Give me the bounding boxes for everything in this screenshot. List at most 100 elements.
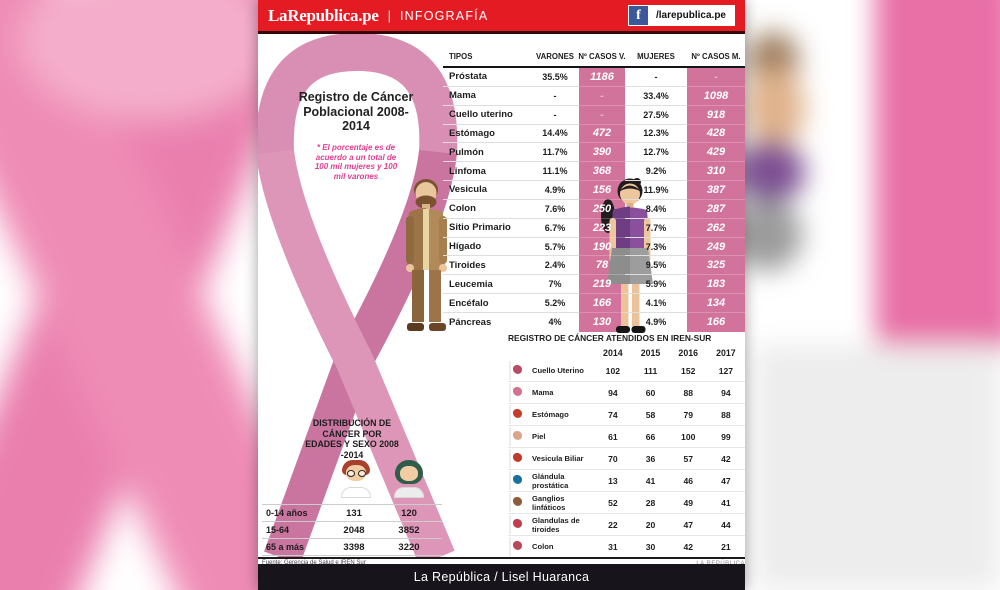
- casos-varones-cell: -: [579, 106, 625, 125]
- casos-varones-cell: 368: [579, 162, 625, 182]
- varones-count-cell: 2048: [343, 524, 365, 536]
- mujeres-count-cell: 3220: [398, 541, 420, 553]
- varones-pct-cell: 5.2%: [531, 294, 579, 313]
- year-value-cell: 88: [683, 387, 693, 398]
- casos-varones-cell: 190: [579, 238, 625, 257]
- mujeres-pct-cell: 9.2%: [625, 162, 687, 182]
- year-value-cell: 111: [643, 365, 658, 376]
- varones-pct-cell: 2.4%: [531, 256, 579, 276]
- iren-sur-body: Cuello Uterino 102 111 152 127 Mama 94 60 88 94 Es…: [508, 360, 745, 558]
- age-distribution-table: DISTRIBUCIÓN DE CÁNCER POR EDADES Y SEXO…: [262, 418, 442, 566]
- age-range-cell: 15-64: [266, 525, 290, 536]
- varones-pct-cell: 14.4%: [531, 125, 579, 144]
- casos-mujeres-cell: 310: [687, 162, 745, 182]
- table-row: Hígado 5.7% 190 7.3% 249: [443, 238, 745, 257]
- icon-cell: [508, 384, 532, 402]
- icon-cell: [508, 538, 532, 556]
- mujeres-pct-cell: 8.4%: [625, 200, 687, 219]
- table-row: Colon 7.6% 250 8.4% 287: [443, 200, 745, 219]
- casos-varones-cell: 219: [579, 275, 625, 295]
- casos-varones-cell: 130: [592, 316, 612, 329]
- column-header: Nº CASOS V.: [578, 51, 626, 61]
- source-note: Fuente: Gerencia de Salud e IREN Sur: [262, 560, 442, 566]
- woman-figure-blur-graphic: [745, 0, 1000, 590]
- age-range-cell: 65 a más: [266, 542, 305, 553]
- varones-pct-cell: 11.7%: [531, 143, 579, 163]
- cancer-type-cell: Colon: [443, 200, 531, 219]
- cancer-site-cell: Cuello Uterino: [532, 366, 584, 375]
- year-value-cell: 102: [605, 365, 621, 376]
- population-registry-table: TIPOS VARONES Nº CASOS V. MUJERES Nº CASOS M…: [443, 46, 745, 332]
- table-row: Estómago 14.4% 472 12.3% 428: [443, 125, 745, 144]
- year-value-cell: 70: [608, 453, 618, 464]
- table-row: 15-64 2048 3852: [262, 522, 442, 540]
- cancer-type-cell: Linfoma: [443, 162, 531, 182]
- year-value-cell: 41: [721, 497, 731, 508]
- year-value-cell: 44: [721, 519, 731, 530]
- age-range-cell: 0-14 años: [266, 508, 308, 519]
- mujeres-pct-cell: 27.5%: [625, 106, 687, 125]
- year-value-cell: 42: [721, 453, 731, 464]
- year-value-cell: 61: [608, 431, 618, 442]
- cancer-site-cell: Vesicula Biliar: [532, 454, 584, 463]
- varones-pct-cell: -: [531, 87, 579, 106]
- table-row: Glándula prostática 13 41 46 47: [508, 470, 745, 492]
- casos-mujeres-cell: -: [687, 68, 745, 87]
- colon-icon-detail: [513, 540, 522, 550]
- table-row: Ganglios linfáticos 52 28 49 41: [508, 492, 745, 514]
- column-header: TIPOS: [449, 51, 473, 61]
- age-distribution-icons: [262, 460, 442, 502]
- varones-pct-cell: -: [531, 106, 579, 125]
- varones-pct-cell: 6.7%: [531, 219, 579, 238]
- casos-varones-cell: 250: [579, 200, 625, 219]
- year-value-cell: 127: [718, 365, 734, 376]
- cancer-type-cell: Estómago: [443, 125, 531, 144]
- iren-sur-table: REGISTRO DE CÁNCER ATENDIDOS EN IREN-SUR…: [508, 333, 745, 567]
- year-value-cell: 42: [683, 541, 693, 552]
- population-table-body: Próstata 35.5% 1186- - Mama - -33.4% 1098 Cuello…: [443, 68, 745, 332]
- year-value-cell: 58: [645, 409, 656, 420]
- varones-count-cell: 131: [346, 507, 362, 519]
- gallbladder-icon-detail: [513, 452, 522, 462]
- cancer-type-cell: Leucemia: [443, 275, 531, 295]
- casos-mujeres-cell: 249: [687, 238, 745, 257]
- year-value-cell: 99: [721, 431, 731, 442]
- casos-varones-cell: 223: [579, 219, 625, 238]
- varones-pct-cell: 7%: [531, 275, 579, 295]
- year-value-cell: 46: [683, 475, 693, 486]
- casos-mujeres-cell: 262: [687, 219, 745, 238]
- varones-pct-cell: 11.1%: [531, 162, 579, 182]
- year-value-cell: 47: [721, 475, 731, 486]
- table-row: Sitio Primario 6.7% 223 7.7% 262: [443, 219, 745, 238]
- cancer-type-cell: Páncreas: [449, 316, 492, 328]
- mujeres-pct-cell: 7.7%: [625, 219, 687, 238]
- icon-cell: [508, 428, 532, 446]
- lymph-nodes-icon-detail: [513, 496, 522, 506]
- table-row: Cuello uterino - -27.5% 918: [443, 106, 745, 125]
- icon-cell: [508, 472, 532, 490]
- facebook-icon: f: [628, 6, 648, 25]
- female-figure-icon: [600, 178, 660, 340]
- cancer-type-cell: Mama: [443, 87, 531, 106]
- larepublica-logo: LaRepublica.pe: [268, 5, 379, 25]
- varones-pct-cell: 4.9%: [531, 181, 579, 200]
- year-value-cell: 36: [645, 453, 656, 464]
- year-value-cell: 52: [608, 497, 618, 508]
- mujeres-pct-cell: 7.3%: [625, 238, 687, 257]
- cancer-type-cell: Encéfalo: [443, 294, 531, 313]
- year-value-cell: 94: [608, 387, 618, 398]
- mujeres-pct-cell: 11.9%: [625, 181, 687, 200]
- mujeres-pct-cell: 4.1%: [625, 294, 687, 313]
- cancer-site-cell: Colon: [532, 542, 554, 551]
- varones-count-cell: 3398: [343, 541, 365, 553]
- table-row: 0-14 años 131 120: [262, 505, 442, 523]
- table-row: Piel 61 66 100 99: [508, 426, 745, 448]
- cancer-type-cell: Cuello uterino: [443, 106, 531, 125]
- year-value-cell: 57: [683, 453, 693, 464]
- table-row: Encéfalo 5.2% 166 4.1% 134: [443, 294, 745, 313]
- age-distribution-body: 0-14 años 131 120 15-64 2048 3852 65 a más 3398…: [262, 504, 442, 557]
- age-distribution-title: DISTRIBUCIÓN DE CÁNCER POR EDADES Y SEXO…: [305, 418, 399, 460]
- icon-cell: [508, 406, 532, 424]
- casos-mujeres-cell: 429: [687, 143, 745, 163]
